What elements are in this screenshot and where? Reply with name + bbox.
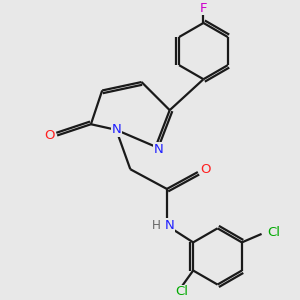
Text: F: F — [200, 2, 207, 15]
Text: O: O — [44, 129, 54, 142]
Text: O: O — [201, 163, 211, 176]
Text: N: N — [154, 143, 163, 156]
Text: H: H — [152, 219, 161, 232]
Text: Cl: Cl — [267, 226, 280, 239]
Text: Cl: Cl — [176, 285, 188, 298]
Text: N: N — [165, 219, 175, 232]
Text: N: N — [111, 123, 121, 136]
